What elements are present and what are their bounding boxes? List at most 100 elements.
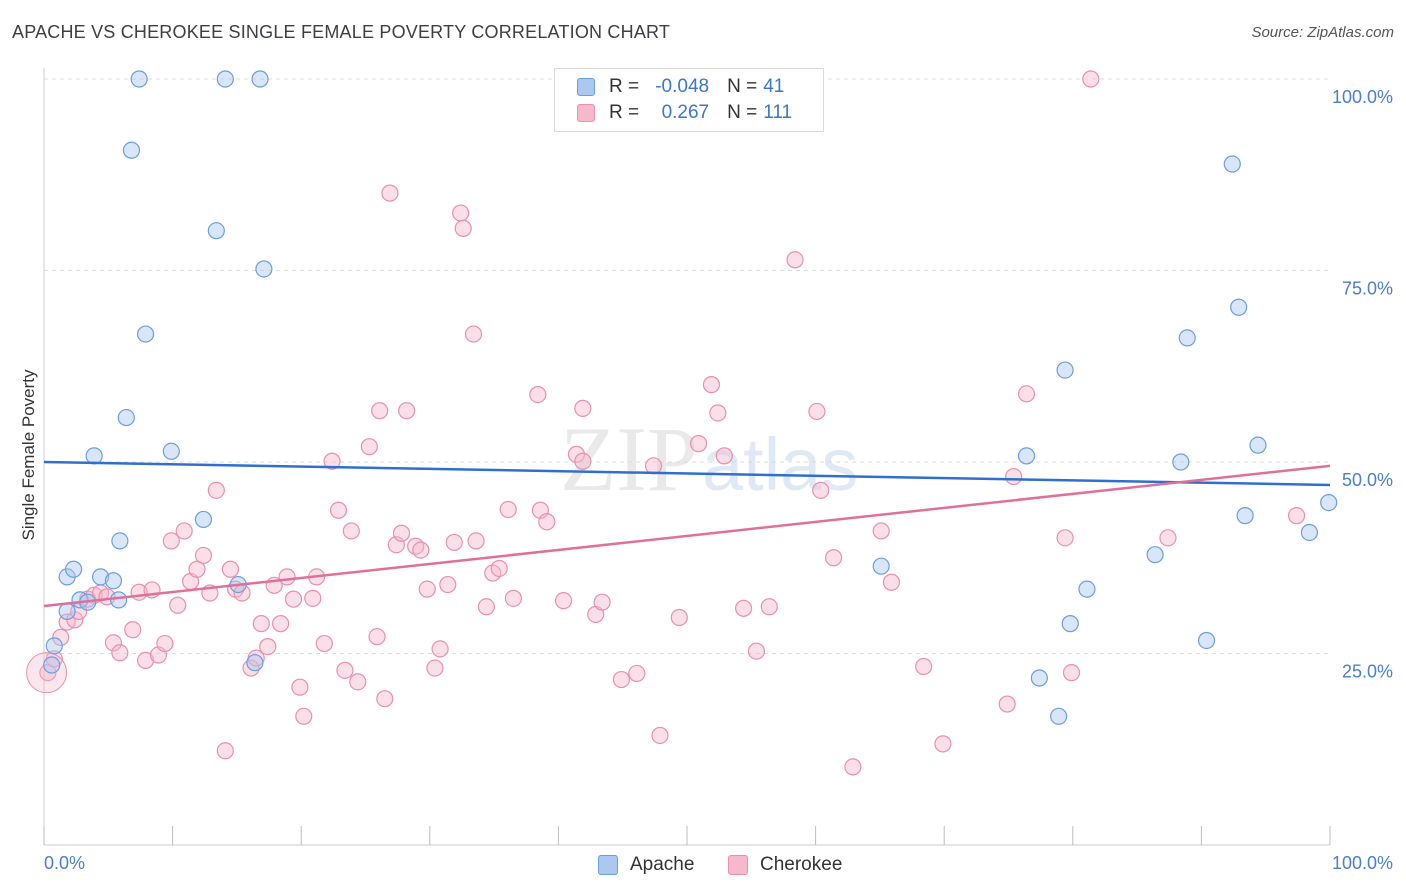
cherokee-point: [412, 541, 430, 559]
cherokee-legend-swatch: [728, 855, 748, 875]
apache-point: [1197, 631, 1216, 650]
apache-point: [58, 602, 76, 620]
cherokee-point: [998, 695, 1016, 713]
cherokee-point: [188, 560, 206, 578]
trend-lines: [43, 460, 1331, 608]
cherokee-point: [934, 735, 952, 753]
cherokee-point: [284, 590, 303, 608]
cherokee-point: [538, 513, 556, 531]
cherokee-point: [398, 402, 416, 420]
cherokee-point: [872, 522, 890, 540]
cherokee-point: [349, 673, 367, 691]
cherokee-point: [368, 628, 386, 646]
apache-point: [109, 591, 128, 609]
cherokee-point: [593, 593, 611, 611]
cherokee-point: [439, 575, 457, 594]
cherokee-point: [329, 501, 348, 519]
legend-item-apache: Apache: [598, 852, 694, 878]
cherokee-point: [452, 204, 470, 222]
cherokee-point: [477, 598, 495, 616]
cherokee-point: [371, 402, 389, 420]
cherokee-point: [844, 758, 862, 776]
cherokee-point: [104, 634, 123, 652]
apache-point: [246, 654, 264, 672]
cherokee-point: [715, 447, 733, 465]
x-tick-label-max: 100.0%: [1332, 853, 1393, 873]
cherokee-point: [644, 457, 663, 475]
cherokee-point: [381, 184, 399, 202]
apache-r-label: R =: [609, 76, 640, 97]
apache-point: [1061, 615, 1079, 633]
apache-point: [45, 637, 63, 655]
apache-trend-line: [43, 460, 1331, 487]
cherokee-point: [252, 615, 270, 633]
apache-point: [122, 141, 141, 159]
cherokee-point: [1005, 467, 1023, 486]
cherokee-point: [612, 670, 631, 689]
cherokee-point: [304, 589, 322, 607]
cherokee-point: [702, 376, 721, 394]
cherokee-point: [574, 399, 592, 417]
y-tick-label: 25.0%: [1342, 662, 1393, 682]
chart-title: APACHE VS CHEROKEE SINGLE FEMALE POVERTY…: [12, 22, 671, 42]
cherokee-point: [162, 532, 180, 550]
cherokee-point: [467, 532, 485, 550]
cherokee-point: [499, 500, 517, 519]
apache-point: [1078, 580, 1096, 598]
cherokee-trend-line: [43, 464, 1331, 608]
y-axis-title: Single Female Poverty: [19, 369, 38, 541]
cherokee-point: [454, 219, 472, 237]
cherokee-point: [376, 690, 394, 708]
legend-row-apache: R = -0.048 N = 41: [577, 75, 784, 99]
cherokee-point: [882, 573, 901, 591]
cherokee-point: [1159, 529, 1177, 547]
apache-point: [1320, 493, 1338, 512]
cherokee-point: [760, 598, 778, 616]
cherokee-r-value: 0.267: [661, 102, 710, 123]
apache-point: [1300, 523, 1319, 542]
cherokee-point: [915, 657, 933, 676]
cherokee-point: [689, 435, 708, 453]
cherokee-point: [670, 608, 688, 627]
apache-point: [64, 560, 83, 578]
y-tick-label: 100.0%: [1332, 87, 1393, 107]
cherokee-point: [574, 452, 592, 470]
cherokee-point: [567, 445, 586, 463]
cherokee-point: [651, 726, 669, 745]
cherokee-point-cluster: [26, 652, 68, 694]
source-note: Source: ZipAtlas.com: [1251, 24, 1394, 41]
cherokee-point: [336, 661, 354, 679]
apache-point: [1017, 447, 1036, 465]
x-tick-label-min: 0.0%: [44, 853, 85, 873]
cherokee-n-label: N =: [727, 102, 758, 123]
apache-point: [251, 70, 269, 88]
cherokee-point: [291, 678, 309, 696]
cherokee-point: [360, 438, 378, 456]
cherokee-point: [529, 385, 547, 404]
cherokee-point: [445, 533, 463, 552]
apache-point: [1056, 361, 1074, 379]
apache-point: [1146, 546, 1164, 564]
apache-point: [117, 408, 135, 427]
y-tick-label: 50.0%: [1342, 470, 1393, 490]
apache-point: [1178, 329, 1196, 347]
cherokee-swatch: [577, 104, 595, 122]
cherokee-points: [26, 70, 1306, 776]
apache-point: [1050, 707, 1068, 725]
cherokee-point: [1062, 664, 1081, 682]
cherokee-point: [278, 568, 296, 586]
apache-point: [207, 222, 225, 240]
apache-point: [130, 70, 148, 88]
apache-point: [104, 572, 123, 590]
stats-legend: R = -0.048 N = 41 R = 0.267 N = 111: [554, 68, 824, 132]
apache-r-value: -0.048: [655, 76, 710, 97]
cherokee-point: [825, 549, 843, 567]
cherokee-point: [464, 325, 483, 343]
apache-legend-label: Apache: [630, 854, 695, 875]
apache-point: [136, 325, 155, 343]
apache-point: [1230, 298, 1248, 316]
cherokee-point: [323, 452, 341, 470]
cherokee-n-value: 111: [763, 102, 793, 123]
cherokee-point: [272, 615, 290, 633]
cherokee-point: [295, 707, 313, 725]
